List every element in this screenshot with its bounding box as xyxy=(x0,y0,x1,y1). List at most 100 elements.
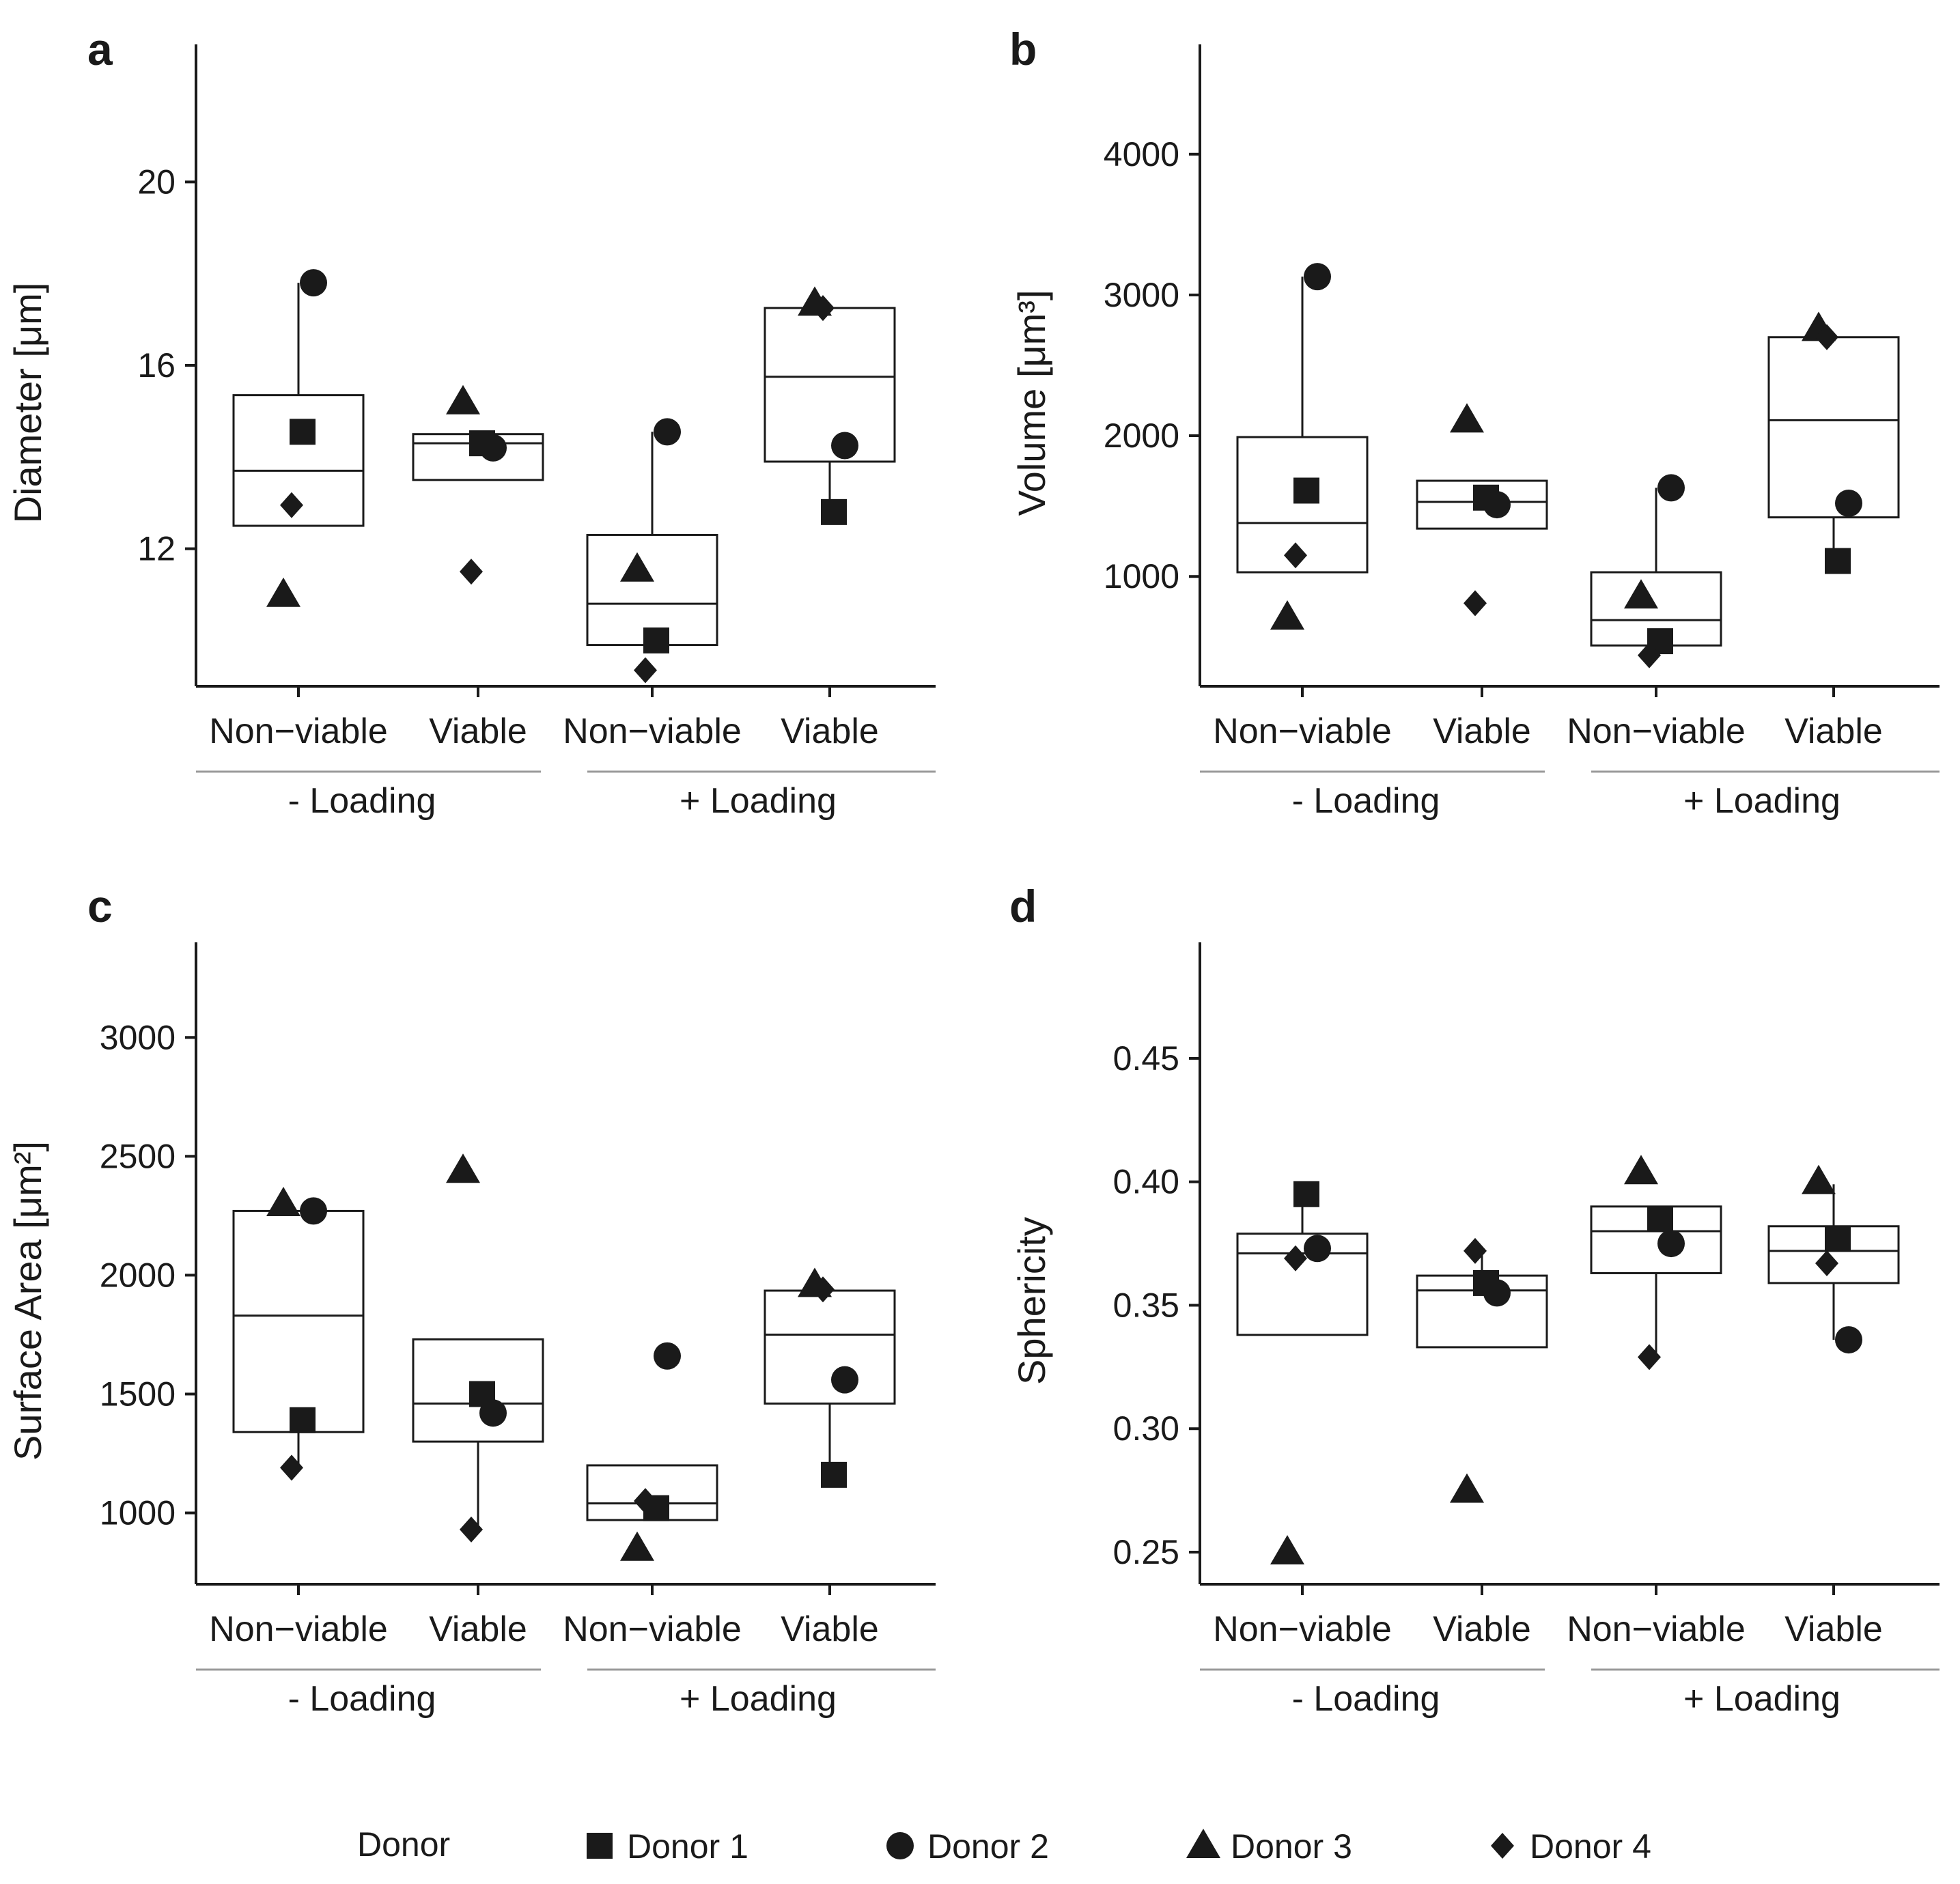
y-tick-label: 12 xyxy=(137,530,176,568)
point-donor-4 xyxy=(1815,1250,1838,1276)
panel-letter-c: c xyxy=(87,881,113,931)
point-donor-3 xyxy=(1270,600,1304,630)
category-label-viable: Viable xyxy=(781,1609,879,1649)
y-tick-label: 1000 xyxy=(1104,557,1179,595)
group-label-loading: + Loading xyxy=(1683,781,1840,821)
panel-b: b 1000 2000 3000 4000 Volume [μm³] Non−viable V… xyxy=(1009,24,1940,821)
category-label-non-viable: Non−viable xyxy=(563,712,742,751)
box-4 xyxy=(764,1289,896,1475)
box-2 xyxy=(412,1338,544,1530)
category-label-viable: Viable xyxy=(429,712,527,751)
legend-label: Donor 4 xyxy=(1530,1827,1651,1866)
y-axis-label: Sphericity xyxy=(1010,1217,1053,1385)
panel-a: a 12 16 20 Diameter [μm] Non−viable Viable Non−… xyxy=(6,24,936,821)
point-donor-4 xyxy=(1638,1344,1661,1370)
point-donor-3 xyxy=(620,1531,654,1561)
point-donor-1 xyxy=(821,498,847,525)
point-donor-2 xyxy=(479,434,507,462)
y-tick-label: 16 xyxy=(137,346,176,384)
box-2 xyxy=(1416,1250,1548,1349)
y-axis-label: Volume [μm³] xyxy=(1010,290,1053,516)
y-axis-label: Diameter [μm] xyxy=(6,283,49,524)
point-donor-3 xyxy=(446,384,480,414)
point-donor-4 xyxy=(460,1516,483,1543)
box-iqr xyxy=(764,1289,896,1405)
point-donor-2 xyxy=(1483,491,1511,519)
legend-label: Donor 3 xyxy=(1231,1827,1352,1866)
point-donor-4 xyxy=(1638,642,1661,669)
legend-entry-donor-1: Donor 1 xyxy=(587,1827,748,1866)
y-tick-label: 4000 xyxy=(1104,135,1179,173)
group-label-loading: - Loading xyxy=(1292,781,1440,821)
panel-d: d 0.25 0.30 0.35 0.40 0.45 Sphericity Non−viabl… xyxy=(1009,881,1940,1719)
category-label-non-viable: Non−viable xyxy=(209,1609,388,1649)
point-donor-3 xyxy=(1450,403,1484,433)
y-tick-label: 0.40 xyxy=(1113,1163,1179,1201)
point-donor-3 xyxy=(446,1153,480,1183)
box-iqr xyxy=(764,307,896,463)
point-donor-2 xyxy=(300,269,327,297)
point-donor-4 xyxy=(460,559,483,585)
legend-entries: Donor 1 Donor 2 Donor 3 Donor 4 xyxy=(587,1827,1651,1866)
box-3 xyxy=(586,432,718,647)
panel-c: c 1000 1500 2000 2500 3000 Surface Area [μm²] N… xyxy=(6,881,936,1719)
point-donor-4 xyxy=(811,295,835,322)
point-donor-1 xyxy=(290,1407,316,1433)
legend-label: Donor 1 xyxy=(627,1827,748,1866)
point-donor-2 xyxy=(1835,1326,1862,1354)
box-1 xyxy=(1236,1194,1369,1336)
point-donor-3 xyxy=(266,1186,300,1216)
legend-entry-donor-2: Donor 2 xyxy=(886,1827,1049,1866)
point-donor-1 xyxy=(1825,548,1851,574)
point-donor-4 xyxy=(280,1454,303,1481)
y-tick-label: 20 xyxy=(137,163,176,201)
point-donor-4 xyxy=(1284,542,1307,569)
box-4 xyxy=(764,307,896,512)
category-label-viable: Viable xyxy=(1784,712,1883,751)
category-label-viable: Viable xyxy=(429,1609,527,1649)
legend-label: Donor 2 xyxy=(927,1827,1049,1866)
panel-letter-d: d xyxy=(1009,881,1037,931)
box-iqr xyxy=(1767,336,1900,519)
legend-entry-donor-3: Donor 3 xyxy=(1186,1827,1352,1866)
category-label-non-viable: Non−viable xyxy=(209,712,388,751)
box-iqr xyxy=(412,1338,544,1443)
point-donor-1 xyxy=(1293,477,1319,504)
point-donor-1 xyxy=(1825,1225,1851,1252)
y-tick-label: 0.35 xyxy=(1113,1286,1179,1324)
point-donor-3 xyxy=(1802,1164,1836,1194)
panel-letter-a: a xyxy=(87,24,113,74)
point-donor-2 xyxy=(1304,1235,1331,1263)
box-iqr xyxy=(232,1209,365,1433)
y-axis-label: Surface Area [μm²] xyxy=(6,1141,49,1461)
point-donor-1 xyxy=(821,1461,847,1488)
point-donor-4 xyxy=(1464,590,1487,617)
y-tick-label: 2500 xyxy=(100,1137,176,1175)
legend-marker-triangle xyxy=(1186,1829,1220,1858)
legend-title: Donor xyxy=(357,1825,450,1864)
legend-entry-donor-4: Donor 4 xyxy=(1491,1827,1651,1866)
point-donor-4 xyxy=(280,492,303,518)
group-label-loading: - Loading xyxy=(1292,1679,1440,1719)
category-label-non-viable: Non−viable xyxy=(1567,712,1746,751)
box-1 xyxy=(232,283,365,527)
category-label-viable: Viable xyxy=(1433,712,1531,751)
point-donor-4 xyxy=(811,1276,835,1303)
y-tick-label: 1000 xyxy=(100,1494,176,1532)
box-iqr xyxy=(1236,436,1369,574)
y-tick-label: 2000 xyxy=(100,1256,176,1294)
category-label-non-viable: Non−viable xyxy=(563,1609,742,1649)
y-tick-label: 2000 xyxy=(1104,417,1179,455)
group-label-loading: - Loading xyxy=(288,781,436,821)
box-3 xyxy=(1590,488,1722,647)
point-donor-1 xyxy=(643,627,669,653)
group-label-loading: + Loading xyxy=(680,781,837,821)
y-tick-label: 1500 xyxy=(100,1375,176,1413)
category-label-non-viable: Non−viable xyxy=(1567,1609,1746,1649)
point-donor-4 xyxy=(634,1488,657,1515)
point-donor-3 xyxy=(266,577,300,607)
point-donor-2 xyxy=(1483,1279,1511,1307)
legend-marker-square xyxy=(587,1833,613,1859)
